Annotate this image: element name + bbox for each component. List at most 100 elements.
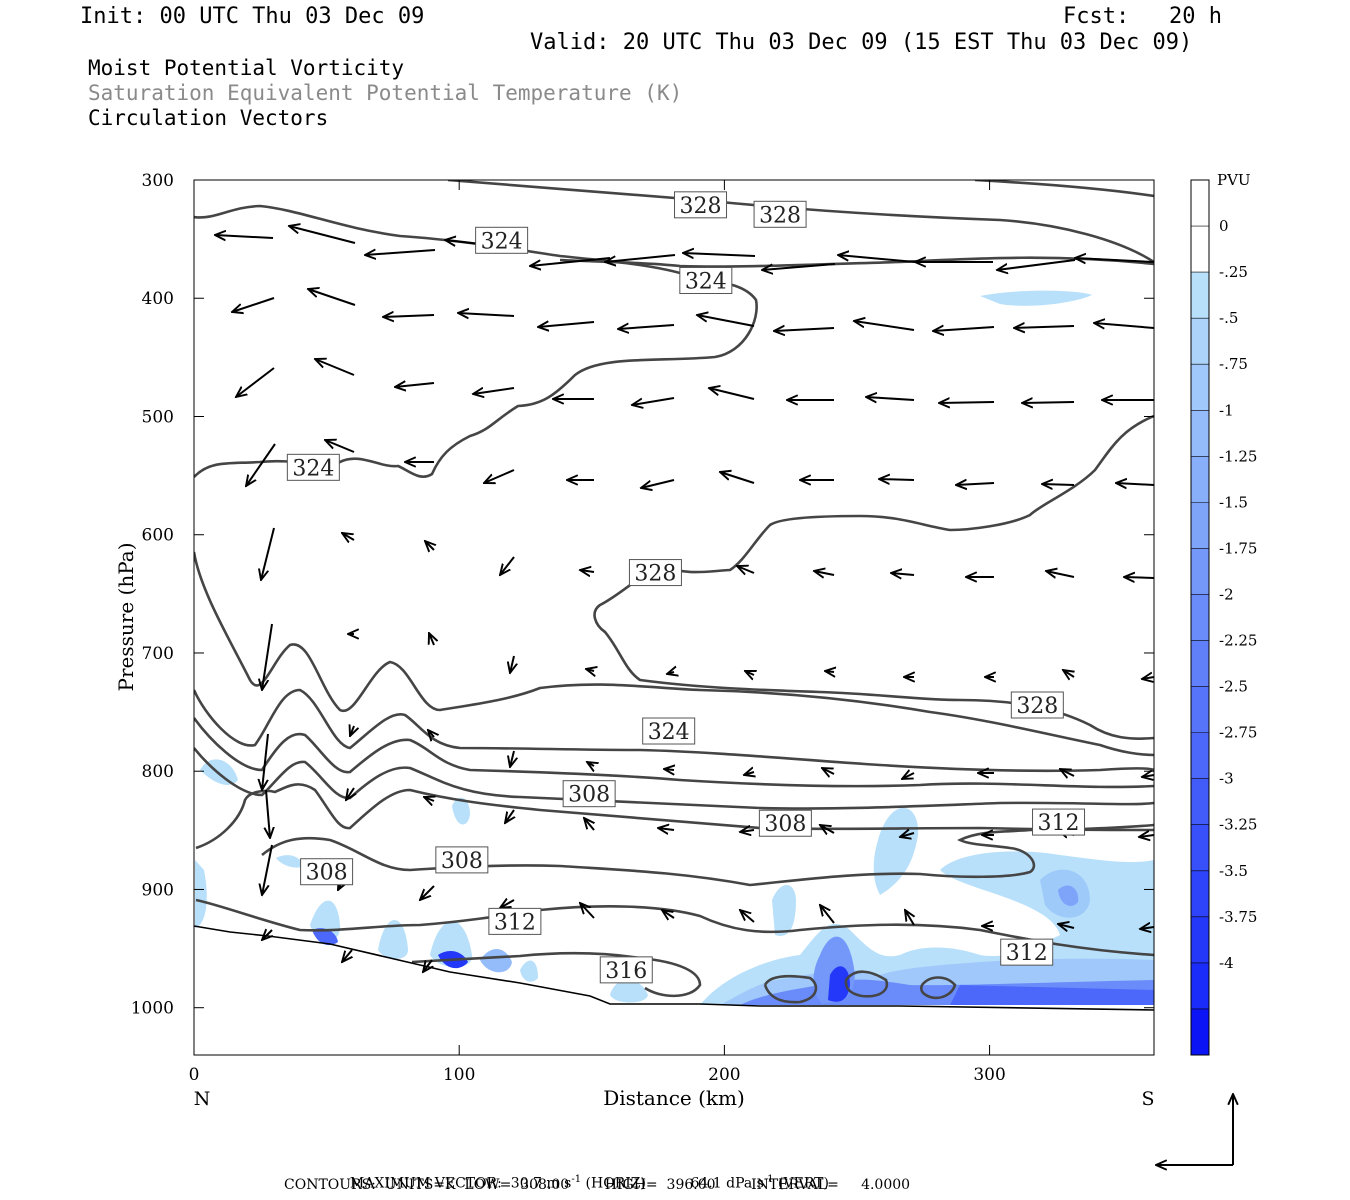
circulation-vector <box>428 730 434 737</box>
circulation-vector <box>350 726 354 736</box>
circulation-vector <box>1139 835 1154 837</box>
pv-area <box>520 960 538 982</box>
circulation-vector <box>667 672 674 674</box>
circulation-vector <box>956 483 995 485</box>
circulation-vector <box>632 397 675 405</box>
y-tick-label: 800 <box>142 762 174 782</box>
circulation-vector <box>429 633 434 646</box>
contour-label: 308 <box>441 849 483 874</box>
circulation-vector <box>900 833 915 837</box>
pv-area <box>480 948 512 973</box>
colorbar-swatch <box>1191 686 1209 734</box>
contour-label-box <box>753 200 807 228</box>
circulation-vector <box>866 397 915 400</box>
circulation-vector <box>822 768 835 774</box>
theta-contour-line <box>261 823 1154 887</box>
contour-label: 312 <box>494 910 536 935</box>
colorbar-label: -1 <box>1219 401 1234 419</box>
contour-label: 328 <box>680 194 722 219</box>
contour-label: 328 <box>759 203 801 228</box>
pv-area <box>1058 885 1079 906</box>
y-tick-label: 400 <box>142 289 174 309</box>
circulation-vector <box>1094 323 1154 328</box>
circulation-vector <box>709 388 755 400</box>
circulation-vector <box>289 226 356 244</box>
circulation-vector <box>774 328 835 331</box>
circulation-vector <box>425 541 434 550</box>
contour-label-box <box>300 858 354 886</box>
pv-area <box>452 797 470 825</box>
vert-tag: (VERT) <box>778 1175 829 1192</box>
colorbar-label: -3.75 <box>1219 908 1257 926</box>
y-tick-label: 900 <box>142 880 174 900</box>
contour-label-box <box>488 907 542 935</box>
pv-shading <box>195 290 1154 1005</box>
pv-area-upper <box>980 290 1092 306</box>
colorbar-label: -.5 <box>1219 309 1238 327</box>
contour-label: 312 <box>1006 941 1048 966</box>
circulation-vector <box>346 787 354 800</box>
circulation-vector <box>854 321 915 331</box>
circulation-vector <box>262 844 273 895</box>
colorbar-swatch <box>1191 594 1209 642</box>
contour-label-box <box>1032 808 1086 836</box>
x-tick-label: 200 <box>708 1065 740 1085</box>
theta-contour-line <box>194 204 758 478</box>
contour-label: 316 <box>605 959 647 984</box>
circulation-vector <box>1140 927 1154 929</box>
colorbar-swatch <box>1191 778 1209 826</box>
circulation-vector <box>618 325 675 329</box>
circulation-vector <box>315 359 355 376</box>
field-mpv: Moist Potential Vorticity <box>88 56 405 80</box>
circulation-vector <box>1046 571 1075 577</box>
circulation-vector <box>262 930 272 940</box>
circulation-vector <box>683 253 756 256</box>
colorbar-label: 0 <box>1219 217 1229 235</box>
theta-contour-line <box>194 551 1154 757</box>
circulation-vector <box>584 818 594 831</box>
circulation-vector <box>342 949 352 962</box>
circulation-vector <box>262 733 269 790</box>
y-tick-label: 1000 <box>131 999 174 1019</box>
contour-label-box <box>674 191 728 219</box>
circulation-vector <box>484 469 515 483</box>
circulation-vector <box>1124 577 1154 578</box>
x-end-right-label: S <box>1141 1088 1154 1110</box>
contour-label-box <box>1000 938 1054 966</box>
max-vector-line: MAXIMUM VECTOR: 30.7 m s-1 (HORIZ) 64.1 … <box>341 1158 829 1192</box>
circulation-vector <box>510 655 514 673</box>
colorbar-swatch <box>1191 410 1209 457</box>
circulation-vector <box>838 255 916 263</box>
circulation-vector <box>510 750 514 767</box>
circulation-vector <box>1142 775 1154 777</box>
y-tick-label: 600 <box>142 526 174 546</box>
circulation-vector <box>820 825 835 833</box>
circulation-vector <box>605 254 676 262</box>
reference-vector <box>1156 1094 1233 1165</box>
field-vectors: Circulation Vectors <box>88 106 329 130</box>
theta-contour-line <box>194 717 1154 789</box>
circulation-vector <box>325 440 355 453</box>
circulation-vector <box>744 772 754 775</box>
circulation-vector <box>762 263 836 270</box>
circulation-vector <box>1116 483 1154 485</box>
circulation-vector <box>641 479 675 488</box>
colorbar-label: -4 <box>1219 954 1234 972</box>
pv-area <box>276 855 304 868</box>
colorbar-label: -1.75 <box>1219 539 1257 557</box>
x-tick-label: 300 <box>973 1065 1005 1085</box>
contour-label-box <box>628 559 682 587</box>
circulation-vector <box>820 905 835 924</box>
colorbar-label: -2.75 <box>1219 724 1257 742</box>
colorbar-swatch <box>1191 456 1209 503</box>
colorbar-swatch <box>1191 364 1209 411</box>
circulation-vector <box>232 297 275 312</box>
contour-label: 328 <box>1016 694 1058 719</box>
horiz-exponent: -1 <box>571 1174 582 1185</box>
y-axis-title: Pressure (hPa) <box>114 543 138 692</box>
circulation-vector <box>473 388 515 394</box>
colorbar-label: -3.5 <box>1219 862 1248 880</box>
circulation-vector <box>580 570 595 572</box>
theta-contour-line <box>195 783 1154 850</box>
contour-label: 324 <box>685 270 727 295</box>
